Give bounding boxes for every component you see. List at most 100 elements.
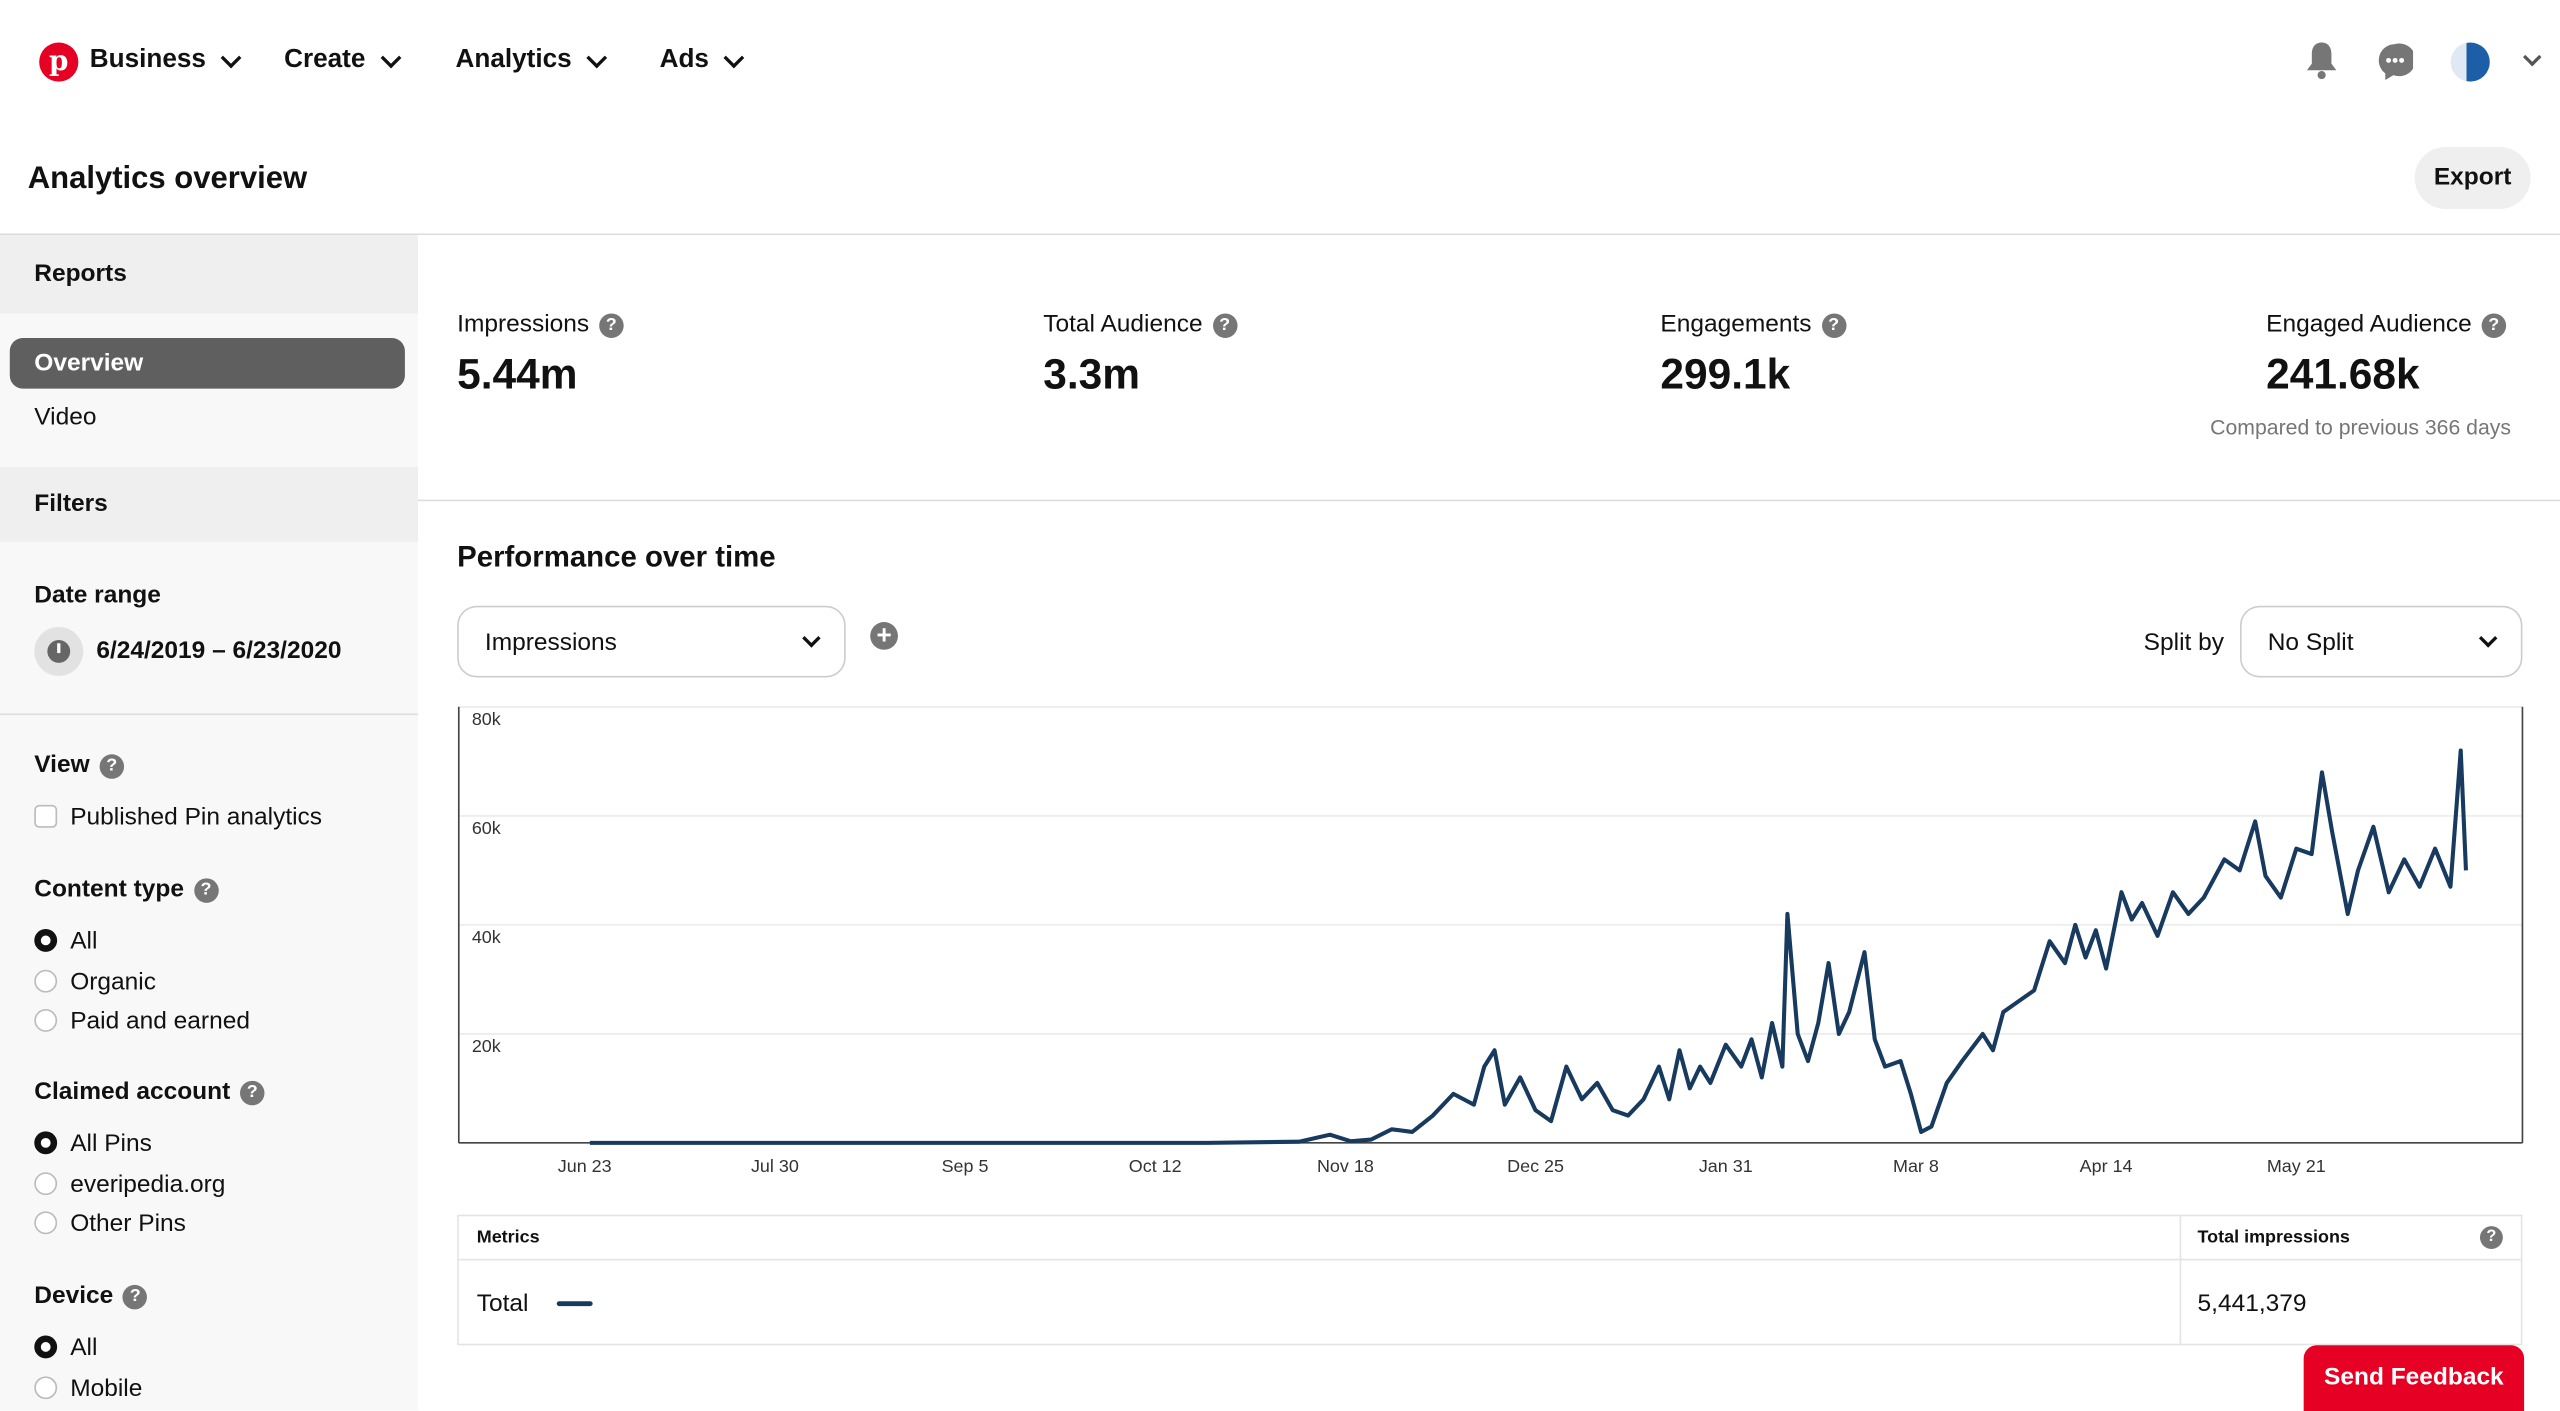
impressions-chart: 20k 40k 60k 80k Jun 23 Jul 30 Sep 5 Oct 12 Nov 1… <box>457 706 2524 1176</box>
device-mobile-radio[interactable] <box>34 1376 58 1400</box>
device-text: Device <box>34 1281 114 1310</box>
view-label-text: View <box>34 751 90 779</box>
date-range-value[interactable]: 6/24/2019 – 6/23/2020 <box>96 636 342 665</box>
x-tick-label: Jan 31 <box>1699 1156 1753 1176</box>
nav-business[interactable]: Business <box>89 45 242 75</box>
export-button[interactable]: Export <box>2414 146 2531 209</box>
x-tick-label: Oct 12 <box>1129 1156 1182 1176</box>
option-label: Other Pins <box>70 1209 186 1238</box>
metric-label: Engagements <box>1660 310 1812 338</box>
metric-select-value: Impressions <box>484 627 617 656</box>
content-type-text: Content type <box>34 875 184 903</box>
help-icon[interactable]: ? <box>1212 312 1237 338</box>
divider <box>2179 1216 2182 1344</box>
content-type-organic-radio[interactable] <box>34 969 58 993</box>
compared-note: Compared to previous 366 days <box>2210 414 2512 440</box>
x-tick-label: Jun 23 <box>558 1156 612 1176</box>
metric-impressions-label: Impressions? <box>457 310 624 338</box>
divider <box>0 713 418 716</box>
page-title: Analytics overview <box>27 161 308 196</box>
content-type-label: Content type? <box>34 875 219 903</box>
metric-impressions-value: 5.44m <box>457 349 578 399</box>
metric-total-audience-label: Total Audience? <box>1043 310 1237 338</box>
x-tick-label: Sep 5 <box>942 1156 989 1176</box>
chevron-down-icon <box>2478 629 2498 648</box>
chevron-down-icon <box>723 46 745 68</box>
help-icon[interactable]: ? <box>240 1080 265 1105</box>
messages-icon[interactable] <box>2377 42 2414 81</box>
claimed-account-text: Claimed account <box>34 1077 231 1106</box>
x-tick-label: Dec 25 <box>1507 1156 1564 1176</box>
content-type-all-radio[interactable] <box>34 928 58 952</box>
table-row-label: Total <box>476 1289 529 1318</box>
table-header-total: Total impressions <box>2197 1227 2350 1248</box>
y-tick-label: 40k <box>472 927 501 947</box>
sidebar-item-video[interactable]: Video <box>34 403 97 432</box>
x-tick-label: Jul 30 <box>751 1156 799 1176</box>
metric-engaged-audience-label: Engaged Audience? <box>2266 310 2507 338</box>
add-metric-icon[interactable]: + <box>870 622 898 650</box>
x-tick-label: Mar 8 <box>1893 1156 1939 1176</box>
metric-label: Impressions <box>457 310 590 338</box>
option-label: All Pins <box>70 1129 152 1158</box>
nav-analytics-label: Analytics <box>455 45 572 74</box>
content-type-paid-radio[interactable] <box>34 1008 58 1032</box>
date-range-label: Date range <box>34 581 161 609</box>
chevron-down-icon <box>220 46 242 68</box>
help-icon[interactable]: ? <box>2481 312 2507 338</box>
metric-engagements-value: 299.1k <box>1660 349 1791 399</box>
claimed-other-pins-radio[interactable] <box>34 1211 58 1235</box>
table-header-metrics: Metrics <box>476 1227 540 1248</box>
clock-icon[interactable] <box>34 626 84 676</box>
claimed-account-label: Claimed account? <box>34 1077 265 1106</box>
nav-business-label: Business <box>89 45 206 74</box>
account-chevron-down-icon[interactable] <box>2523 47 2542 67</box>
option-label: All <box>70 1333 98 1362</box>
claimed-everipedia-radio[interactable] <box>34 1172 58 1196</box>
x-tick-label: Apr 14 <box>2080 1156 2133 1176</box>
pinterest-logo-icon[interactable]: p <box>39 42 79 82</box>
metrics-table: Metrics Total impressions ? Total 5,441,… <box>457 1214 2523 1346</box>
metric-select[interactable]: Impressions <box>457 605 846 678</box>
help-icon[interactable]: ? <box>598 312 624 338</box>
y-tick-label: 20k <box>472 1036 501 1056</box>
chevron-down-icon <box>586 46 608 68</box>
help-icon[interactable]: ? <box>2479 1226 2503 1249</box>
sidebar: Reports Overview Video Filters Date rang… <box>0 235 418 1411</box>
sidebar-item-overview[interactable]: Overview <box>9 337 405 389</box>
split-by-label: Split by <box>2143 628 2225 657</box>
metric-label: Total Audience <box>1043 310 1203 338</box>
option-label: All <box>70 927 98 956</box>
divider <box>458 1258 2521 1261</box>
help-icon[interactable]: ? <box>193 877 219 903</box>
metric-label: Engaged Audience <box>2266 310 2472 338</box>
table-row-value: 5,441,379 <box>2197 1289 2307 1318</box>
series-line-total <box>589 748 2468 1145</box>
avatar[interactable] <box>2450 42 2490 82</box>
split-select[interactable]: No Split <box>2239 605 2523 678</box>
nav-ads[interactable]: Ads <box>659 45 745 75</box>
help-icon[interactable]: ? <box>123 1284 148 1309</box>
nav-analytics[interactable]: Analytics <box>455 45 608 75</box>
y-tick-label: 80k <box>472 709 501 729</box>
option-label: Organic <box>70 968 156 996</box>
published-pin-checkbox[interactable] <box>34 804 58 828</box>
split-select-value: No Split <box>2267 627 2354 656</box>
device-all-radio[interactable] <box>34 1335 58 1359</box>
claimed-all-pins-radio[interactable] <box>34 1131 58 1155</box>
nav-create[interactable]: Create <box>284 46 402 75</box>
send-feedback-button[interactable]: Send Feedback <box>2303 1345 2525 1411</box>
help-icon[interactable]: ? <box>99 753 124 779</box>
chevron-down-icon <box>380 46 402 68</box>
metric-engaged-audience-value: 241.68k <box>2266 349 2420 399</box>
x-tick-label: Nov 18 <box>1317 1156 1374 1176</box>
metric-total-audience-value: 3.3m <box>1043 349 1141 399</box>
nav-ads-label: Ads <box>659 45 709 74</box>
help-icon[interactable]: ? <box>1821 312 1846 338</box>
option-label: everipedia.org <box>70 1170 226 1199</box>
metric-engagements-label: Engagements? <box>1660 310 1846 338</box>
option-label: Mobile <box>70 1374 143 1403</box>
bell-icon[interactable] <box>2304 41 2340 80</box>
chevron-down-icon <box>802 629 821 648</box>
